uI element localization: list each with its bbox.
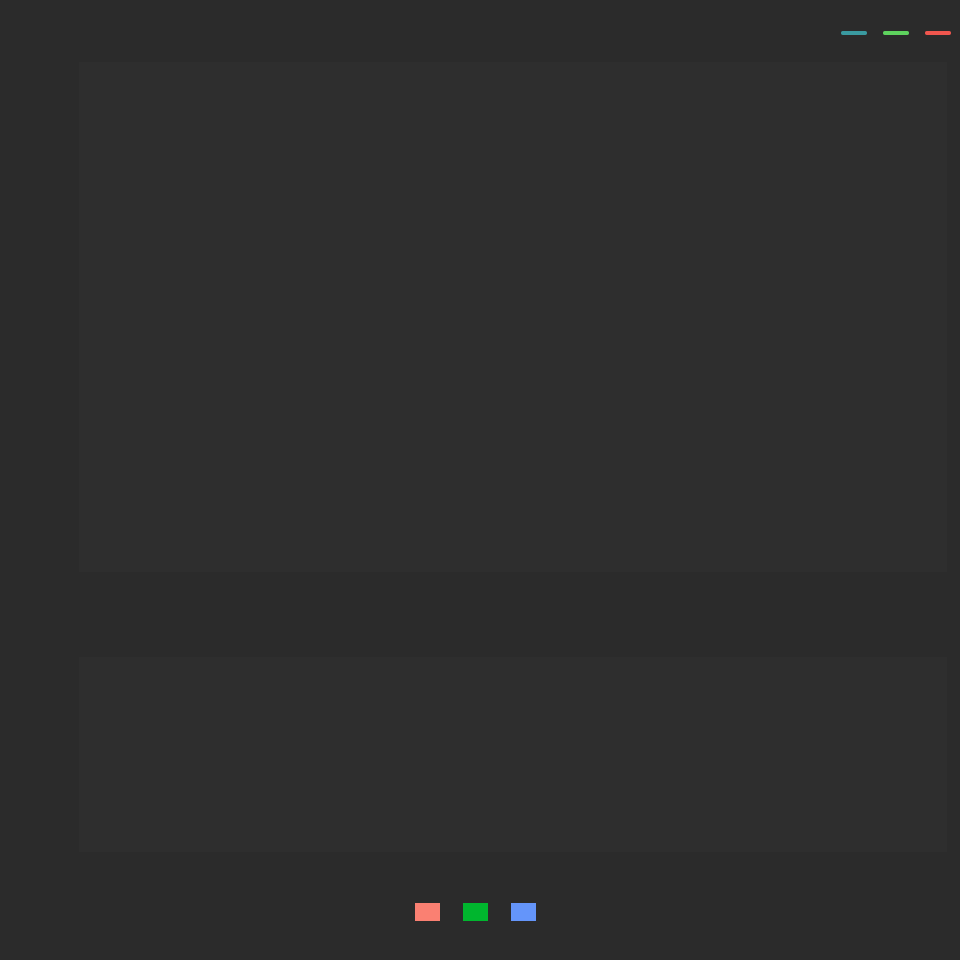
legend-item-140[interactable] — [925, 31, 958, 35]
vol-legend-item-140[interactable] — [511, 903, 545, 921]
vol-legend-swatch-120 — [463, 903, 488, 921]
legend-item-120[interactable] — [883, 31, 916, 35]
price-chart-x-axis — [79, 572, 947, 584]
legend-swatch-120 — [883, 31, 909, 35]
vol-legend-item-85[interactable] — [415, 903, 449, 921]
price-chart-plot-area — [79, 62, 947, 572]
volume-chart-plot-area — [79, 657, 947, 852]
legend-item-85[interactable] — [841, 31, 874, 35]
vol-legend-swatch-85 — [415, 903, 440, 921]
volume-chart-x-axis — [79, 852, 947, 864]
legend-swatch-140 — [925, 31, 951, 35]
vol-legend-swatch-140 — [511, 903, 536, 921]
legend-swatch-85 — [841, 31, 867, 35]
volume-chart-legend — [0, 903, 960, 921]
vol-legend-item-120[interactable] — [463, 903, 497, 921]
price-chart-legend — [830, 31, 958, 35]
